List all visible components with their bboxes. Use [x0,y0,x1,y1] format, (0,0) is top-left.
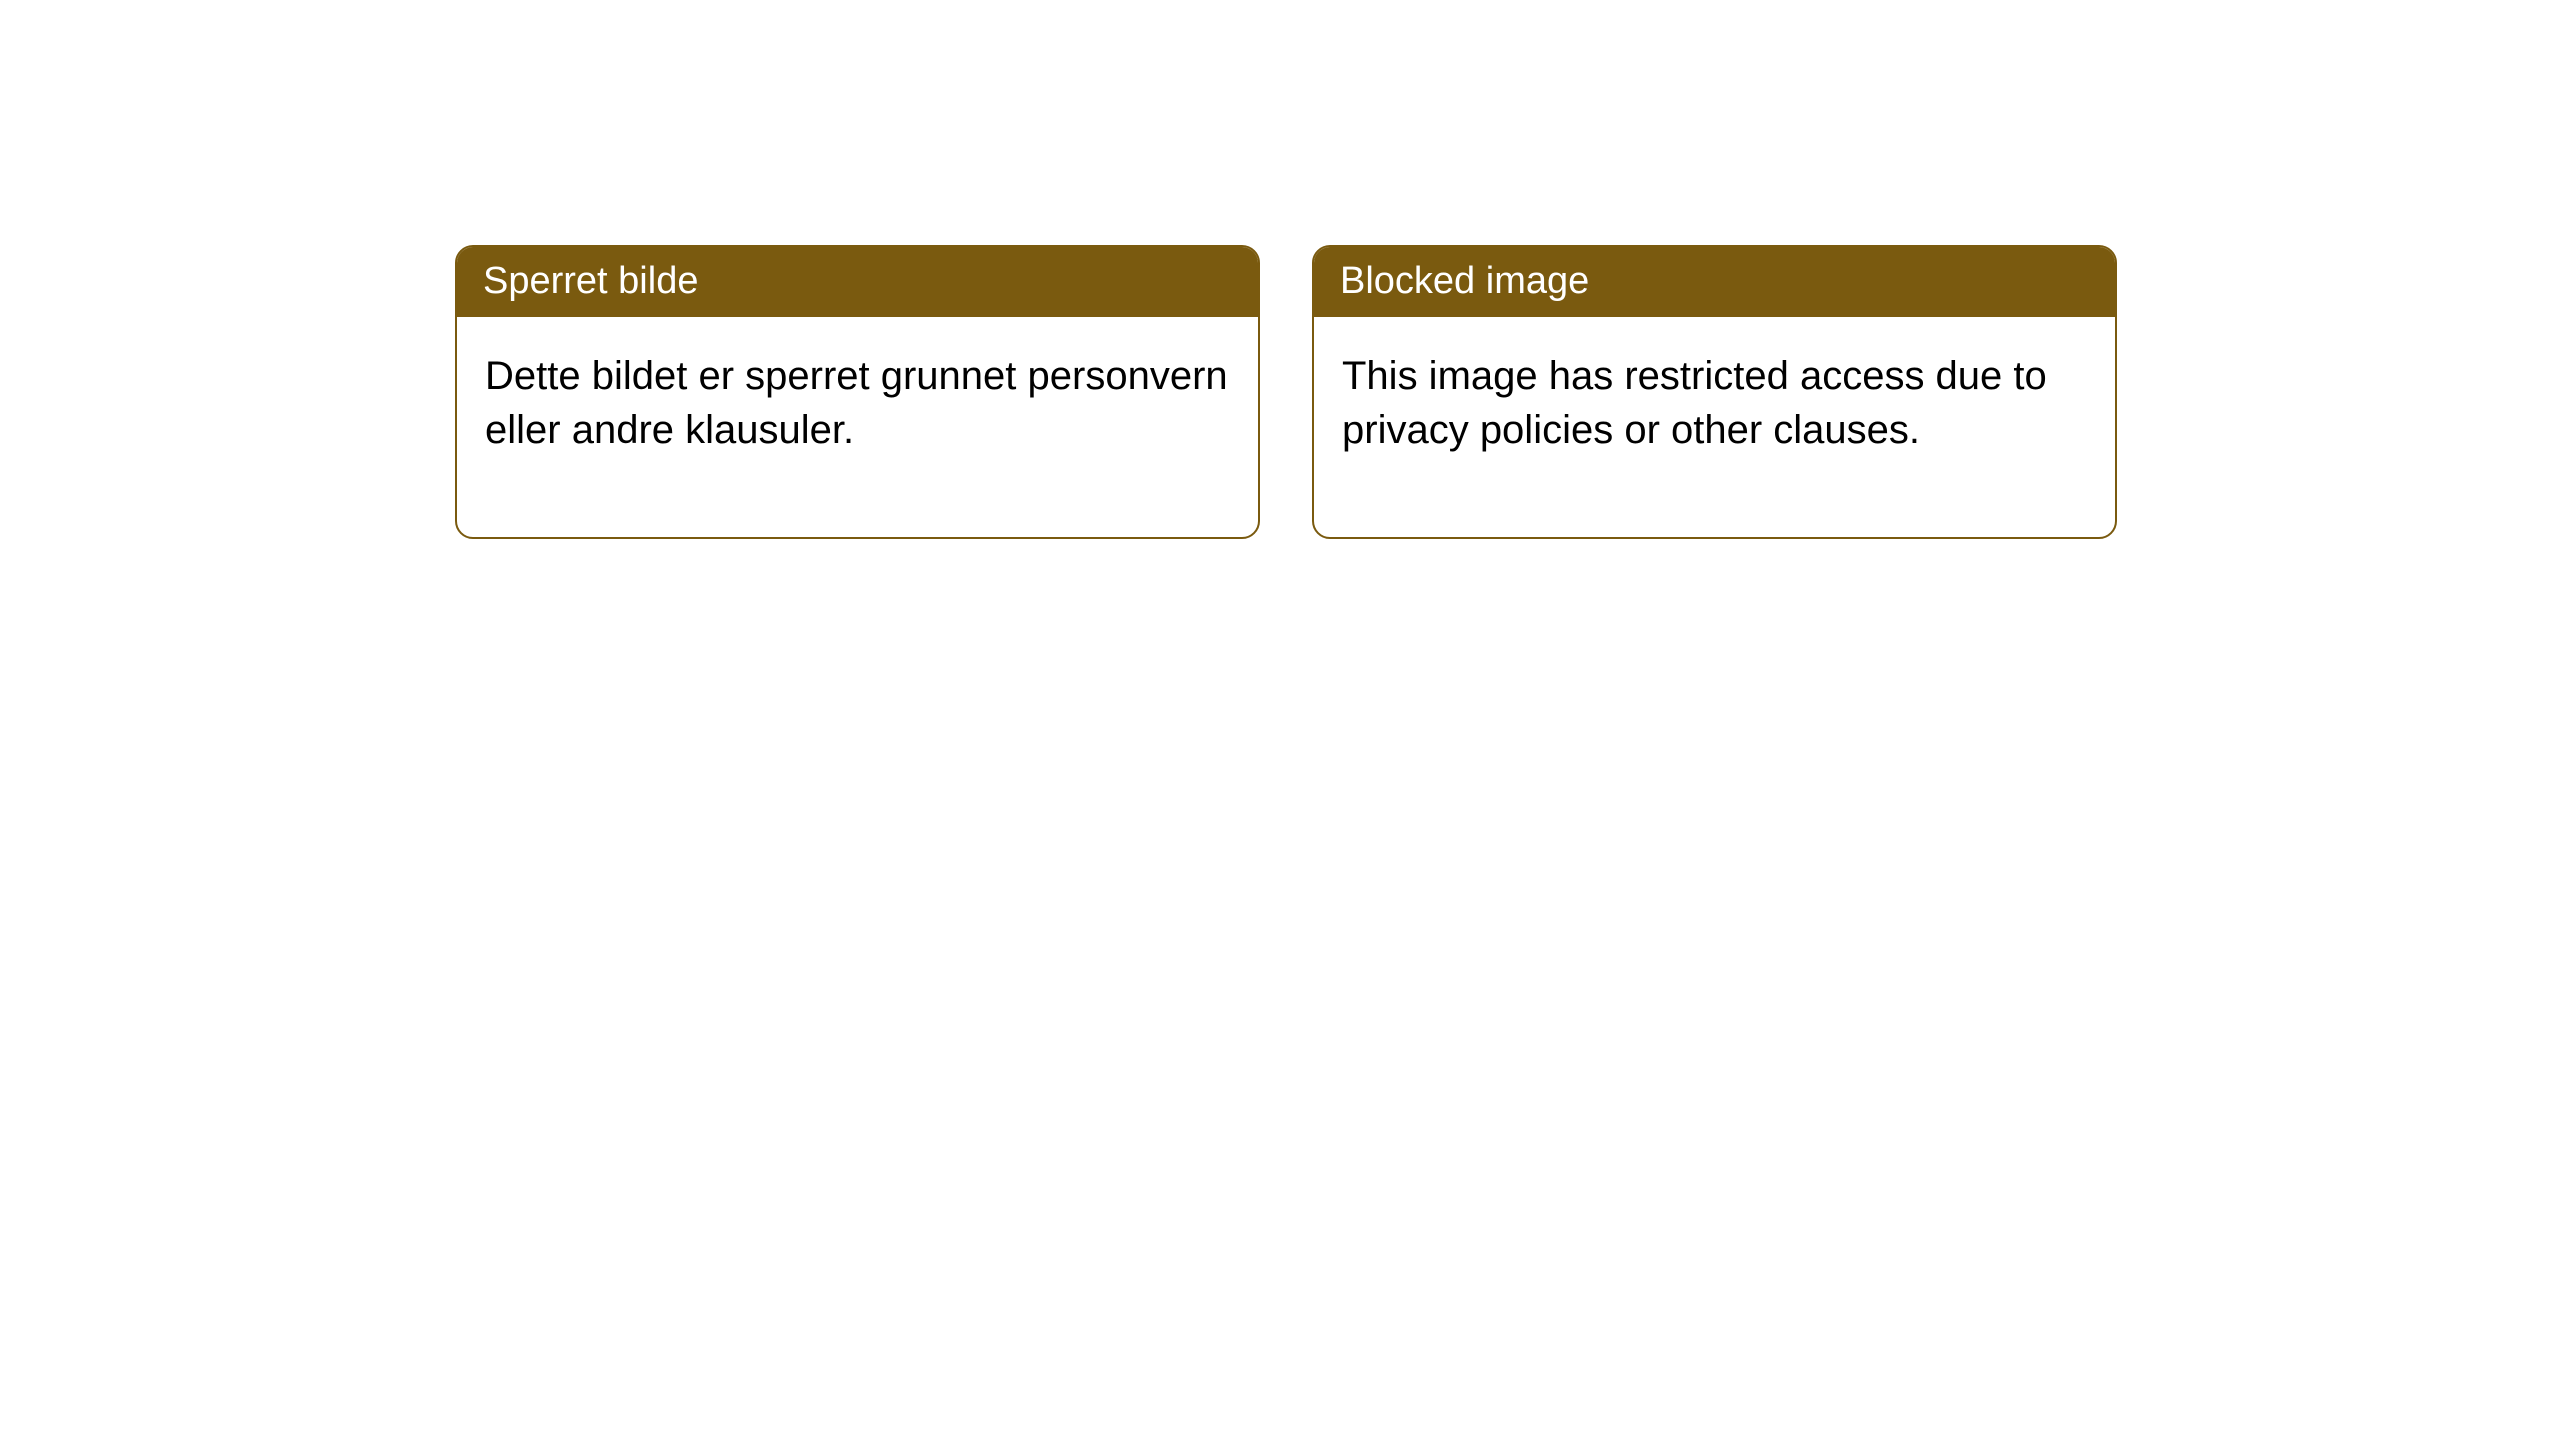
panel-header: Blocked image [1314,247,2115,317]
panel-body: Dette bildet er sperret grunnet personve… [457,317,1258,537]
panel-title: Sperret bilde [483,260,698,302]
panel-body: This image has restricted access due to … [1314,317,2115,537]
notice-panel-norwegian: Sperret bilde Dette bildet er sperret gr… [455,245,1260,539]
notice-container: Sperret bilde Dette bildet er sperret gr… [455,245,2117,539]
panel-message: This image has restricted access due to … [1342,354,2047,452]
notice-panel-english: Blocked image This image has restricted … [1312,245,2117,539]
panel-message: Dette bildet er sperret grunnet personve… [485,354,1228,452]
panel-title: Blocked image [1340,260,1589,302]
panel-header: Sperret bilde [457,247,1258,317]
